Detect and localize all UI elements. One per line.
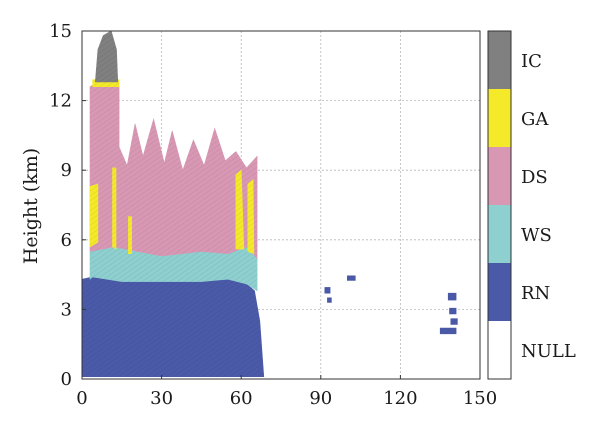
region-texture bbox=[235, 170, 244, 250]
region-texture bbox=[450, 318, 458, 325]
colorbar-segment-null bbox=[488, 321, 511, 379]
colorbar-segment-ga bbox=[488, 89, 511, 147]
colorbar-label: WS bbox=[521, 225, 552, 246]
region-texture bbox=[448, 293, 457, 301]
colorbar-frame bbox=[487, 30, 512, 380]
region-texture bbox=[347, 275, 356, 281]
region-texture bbox=[449, 308, 457, 314]
colorbar-label: GA bbox=[521, 109, 549, 130]
x-tick-label: 90 bbox=[309, 388, 332, 409]
y-tick-label: 15 bbox=[49, 21, 72, 42]
x-tick-label: 120 bbox=[383, 388, 417, 409]
colorbar-label: NULL bbox=[521, 341, 576, 362]
x-tick-label: 60 bbox=[230, 388, 253, 409]
y-tick-label: 3 bbox=[61, 299, 72, 320]
colorbar-segment-ds bbox=[488, 147, 511, 205]
region-texture bbox=[112, 167, 116, 250]
region-texture bbox=[324, 287, 331, 294]
region-texture bbox=[90, 246, 258, 291]
x-tick-label: 150 bbox=[463, 388, 497, 409]
classification-regions bbox=[81, 30, 458, 378]
colorbar-label: IC bbox=[521, 51, 542, 72]
region-texture bbox=[128, 216, 132, 254]
region-texture bbox=[90, 184, 98, 247]
colorbar: NULL RN WS DS GA IC bbox=[487, 30, 576, 380]
x-tick-label: 30 bbox=[150, 388, 173, 409]
y-tick-label: 6 bbox=[61, 230, 72, 251]
colorbar-label: RN bbox=[521, 283, 550, 304]
y-tick-label: 0 bbox=[61, 369, 72, 390]
region-texture bbox=[327, 297, 332, 303]
region-texture bbox=[247, 179, 254, 254]
axis-ticks: 0 30 60 90 120 150 0 3 6 9 12 15 bbox=[49, 21, 497, 409]
x-tick-label: 0 bbox=[76, 388, 87, 409]
y-axis-label: Height (km) bbox=[20, 148, 42, 264]
region-texture bbox=[440, 328, 457, 334]
colorbar-segment-ic bbox=[488, 31, 511, 89]
region-texture bbox=[90, 82, 258, 259]
region-texture bbox=[82, 276, 264, 377]
colorbar-segment-rn bbox=[488, 263, 511, 321]
colorbar-label: DS bbox=[521, 167, 548, 188]
colorbar-segment-ws bbox=[488, 205, 511, 263]
region-texture bbox=[95, 31, 118, 82]
y-tick-label: 12 bbox=[49, 91, 72, 112]
plot-frame bbox=[81, 30, 481, 380]
y-tick-label: 9 bbox=[61, 160, 72, 181]
